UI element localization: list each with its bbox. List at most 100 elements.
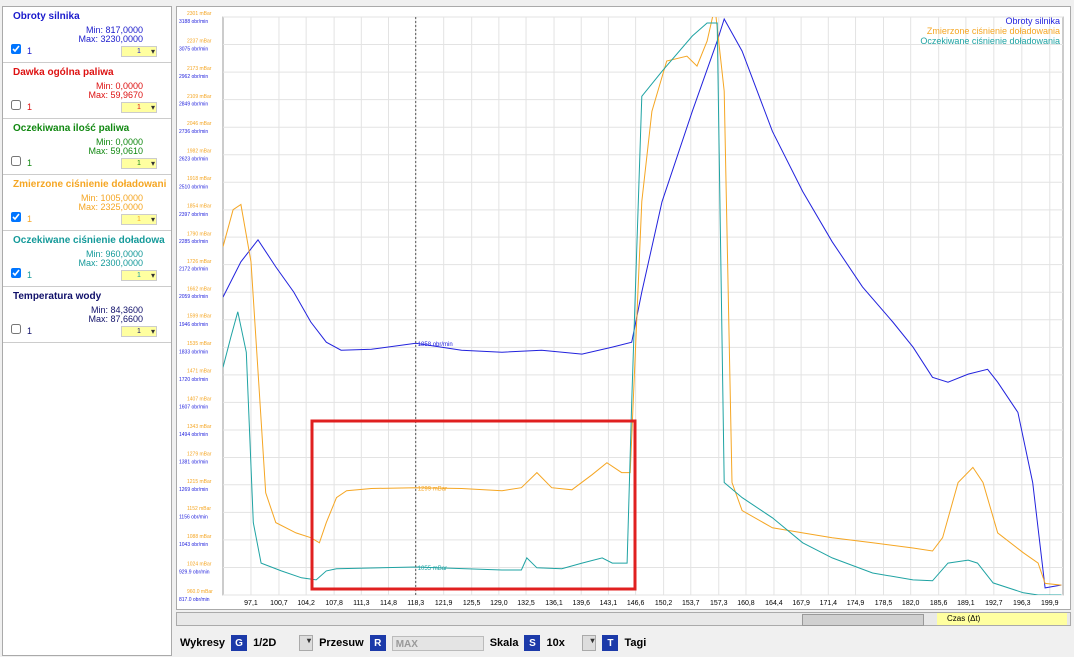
channel-max: Max: 87,6600 bbox=[88, 314, 143, 324]
channel-select[interactable]: 1 bbox=[121, 158, 157, 169]
channel-name: Dawka ogólna paliwa bbox=[13, 67, 114, 78]
cursor-label: 1858 obr/min bbox=[418, 342, 453, 348]
channel-max: Max: 2325,0000 bbox=[78, 202, 143, 212]
channel-checkbox[interactable] bbox=[11, 44, 21, 54]
dropdown[interactable] bbox=[299, 635, 314, 651]
channel[interactable]: Obroty silnika Min: 817,0000 Max: 3230,000… bbox=[3, 7, 171, 63]
channel-select[interactable]: 1 bbox=[121, 326, 157, 337]
toolbar: Wykresy G 1/2D Przesuw R MAX Skala S 10x… bbox=[180, 634, 646, 652]
x-tick-label: 196,3 bbox=[1013, 600, 1031, 607]
y2-tick-label: 1599 mBar bbox=[187, 314, 212, 320]
time-axis-select[interactable]: Czas (Δt) bbox=[937, 613, 1067, 625]
scroll-thumb[interactable] bbox=[802, 614, 924, 626]
legend-entry: Oczekiwane ciśnienie doładowania bbox=[920, 36, 1060, 46]
y-tick-label: 3075 obr/min bbox=[179, 47, 208, 53]
channel[interactable]: Oczekiwane ciśnienie doładowa Min: 960,00… bbox=[3, 231, 171, 287]
y-tick-label: 1381 obr/min bbox=[179, 460, 208, 466]
x-tick-label: 114,8 bbox=[380, 600, 397, 607]
channel[interactable]: Zmierzone ciśnienie doładowani Min: 1005,… bbox=[3, 175, 171, 231]
y-tick-label: 2059 obr/min bbox=[179, 294, 208, 300]
y-tick-label: 1156 obr/min bbox=[179, 514, 208, 520]
channel-checkbox[interactable] bbox=[11, 156, 21, 166]
x-tick-label: 174,9 bbox=[847, 600, 865, 607]
y-tick-label: 2736 obr/min bbox=[179, 129, 208, 135]
y-tick-label: 1720 obr/min bbox=[179, 377, 208, 383]
x-tick-label: 178,5 bbox=[875, 600, 893, 607]
x-tick-label: 150,2 bbox=[655, 600, 673, 607]
channel-min: Min: 84,3600 bbox=[90, 305, 143, 315]
y-tick-label: 2623 obr/min bbox=[179, 157, 208, 163]
y2-tick-label: 2173 mBar bbox=[187, 66, 212, 72]
channel-select[interactable]: 1 bbox=[121, 46, 157, 57]
channel-name: Zmierzone ciśnienie doładowani bbox=[13, 179, 167, 190]
x-tick-label: 146,6 bbox=[627, 600, 645, 607]
y2-tick-label: 1279 mBar bbox=[187, 452, 212, 458]
y-tick-label: 2510 obr/min bbox=[179, 184, 208, 190]
y-tick-label: 929.9 obr/min bbox=[179, 569, 210, 575]
key-button[interactable]: S bbox=[524, 635, 541, 651]
label: Tagi bbox=[624, 637, 647, 649]
y2-tick-label: 1343 mBar bbox=[187, 424, 212, 430]
channel-index: 1 bbox=[27, 46, 33, 56]
x-tick-label: 171,4 bbox=[820, 600, 838, 607]
y-tick-label: 1946 obr/min bbox=[179, 322, 208, 328]
y2-tick-label: 1215 mBar bbox=[187, 479, 212, 485]
x-tick-label: 129,0 bbox=[490, 600, 508, 607]
y-tick-label: 1833 obr/min bbox=[179, 349, 208, 355]
mode[interactable]: 1/2D bbox=[253, 637, 277, 649]
y2-tick-label: 2109 mBar bbox=[187, 94, 212, 100]
channel-min: Min: 0,0000 bbox=[95, 81, 143, 91]
x-tick-label: 199,9 bbox=[1041, 600, 1059, 607]
dropdown[interactable] bbox=[582, 635, 597, 651]
channel-select[interactable]: 1 bbox=[121, 270, 157, 281]
y2-tick-label: 1662 mBar bbox=[187, 286, 212, 292]
label: Przesuw bbox=[319, 637, 364, 649]
y-tick-label: 817.0 obr/min bbox=[179, 597, 210, 603]
x-tick-label: 160,8 bbox=[737, 600, 755, 607]
y-tick-label: 3188 obr/min bbox=[179, 19, 208, 25]
channel-checkbox[interactable] bbox=[11, 268, 21, 278]
scale-value[interactable]: 10x bbox=[546, 637, 565, 649]
y2-tick-label: 1407 mBar bbox=[187, 396, 212, 402]
key-button[interactable]: G bbox=[231, 635, 248, 651]
x-tick-label: 182,0 bbox=[902, 600, 920, 607]
x-tick-label: 136,1 bbox=[545, 600, 563, 607]
y2-tick-label: 1854 mBar bbox=[187, 204, 212, 210]
channel-name: Oczekiwana ilość paliwa bbox=[13, 123, 130, 134]
x-tick-label: 185,6 bbox=[930, 600, 948, 607]
channel-name: Temperatura wody bbox=[13, 291, 102, 302]
legend-entry: Zmierzone ciśnienie doładowania bbox=[927, 26, 1060, 36]
x-tick-label: 100,7 bbox=[270, 600, 288, 607]
cursor-label: 1055 mBar bbox=[418, 566, 447, 572]
channel-checkbox[interactable] bbox=[11, 212, 21, 222]
scrollbar[interactable]: Czas (Δt) bbox=[176, 612, 1071, 626]
y2-tick-label: 1790 mBar bbox=[187, 231, 212, 237]
channel[interactable]: Temperatura wody Min: 84,3600 Max: 87,6600… bbox=[3, 287, 171, 343]
channel-select[interactable]: 1 bbox=[121, 214, 157, 225]
channel-checkbox[interactable] bbox=[11, 324, 21, 334]
channel[interactable]: Oczekiwana ilość paliwa Min: 0,0000 Max: 5… bbox=[3, 119, 171, 175]
x-tick-label: 121,9 bbox=[435, 600, 453, 607]
channel-index: 1 bbox=[27, 214, 33, 224]
key-button[interactable]: R bbox=[369, 635, 386, 651]
channel-index: 1 bbox=[27, 326, 33, 336]
channel-max: Max: 59,9670 bbox=[88, 90, 143, 100]
key-button[interactable]: T bbox=[602, 635, 619, 651]
plot-area bbox=[222, 16, 1064, 596]
channel-select[interactable]: 1 bbox=[121, 102, 157, 113]
shift-input: MAX bbox=[391, 635, 484, 651]
x-tick-label: 143,1 bbox=[600, 600, 618, 607]
y2-tick-label: 1471 mBar bbox=[187, 369, 212, 375]
channel-name: Oczekiwane ciśnienie doładowa bbox=[13, 235, 165, 246]
y2-tick-label: 1535 mBar bbox=[187, 341, 212, 347]
y-tick-label: 1494 obr/min bbox=[179, 432, 208, 438]
channel-panel: Obroty silnika Min: 817,0000 Max: 3230,000… bbox=[2, 6, 172, 656]
y-tick-label: 2397 obr/min bbox=[179, 212, 208, 218]
channel-max: Max: 59,0610 bbox=[88, 146, 143, 156]
y2-tick-label: 1088 mBar bbox=[187, 534, 212, 540]
channel[interactable]: Dawka ogólna paliwa Min: 0,0000 Max: 59,96… bbox=[3, 63, 171, 119]
channel-checkbox[interactable] bbox=[11, 100, 21, 110]
x-tick-label: 164,4 bbox=[765, 600, 783, 607]
y2-tick-label: 1152 mBar bbox=[187, 506, 211, 512]
